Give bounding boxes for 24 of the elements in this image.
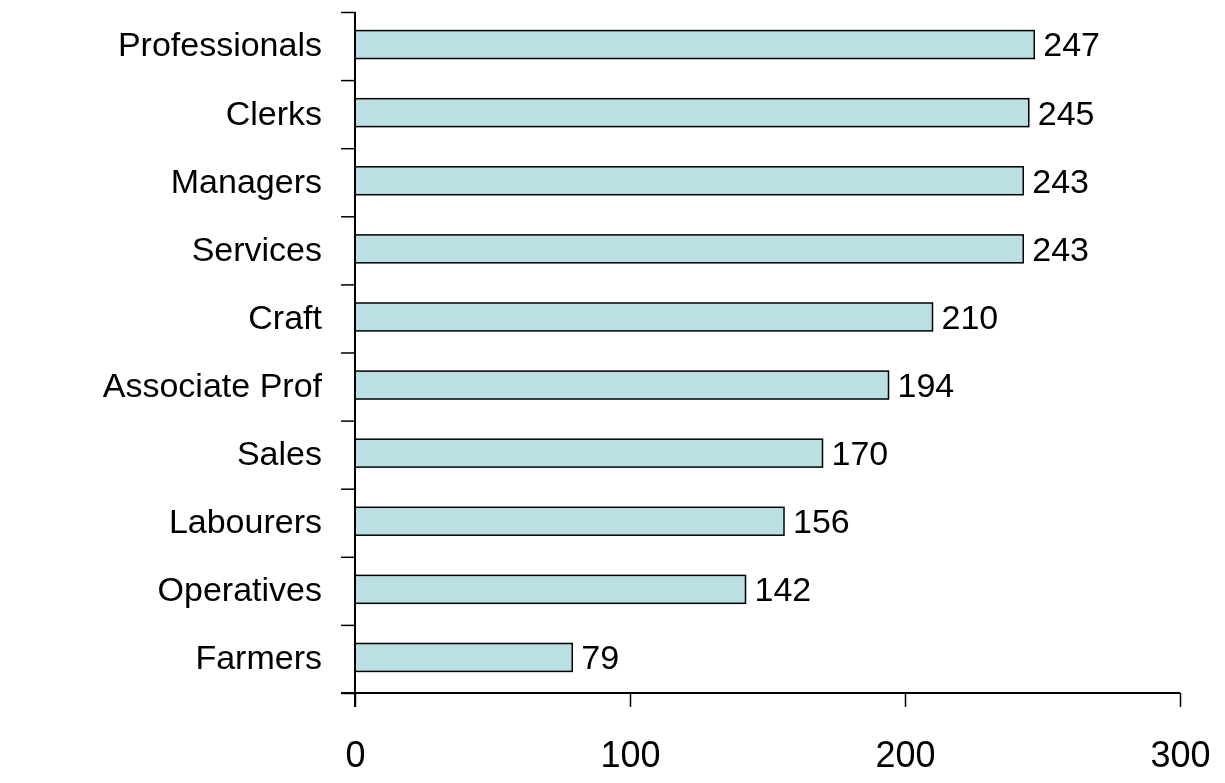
data-label: 170	[831, 434, 889, 473]
x-tick-label: 300	[1150, 733, 1211, 775]
data-label: 245	[1037, 93, 1095, 132]
x-tick-label: 100	[600, 733, 661, 775]
data-label: 243	[1032, 229, 1089, 268]
y-tick-label: Craft	[248, 297, 323, 336]
data-label: 79	[581, 638, 620, 677]
data-label: 156	[793, 502, 850, 541]
y-tick-label: Operatives	[157, 570, 322, 609]
y-tick-label: Labourers	[168, 502, 322, 541]
data-label: 194	[897, 365, 955, 404]
y-tick-label: Services	[191, 229, 322, 268]
x-tick-label: 0	[345, 733, 366, 775]
y-tick-label: Farmers	[195, 638, 322, 677]
y-tick-label: Associate Prof	[102, 365, 323, 404]
data-label: 142	[754, 570, 812, 609]
data-label: 243	[1032, 161, 1089, 200]
data-label: 247	[1043, 25, 1100, 64]
y-tick-label: Professionals	[117, 25, 322, 64]
data-label: 210	[941, 297, 999, 336]
x-tick-label: 200	[875, 733, 936, 775]
y-tick-label: Managers	[170, 161, 322, 200]
y-tick-label: Sales	[236, 434, 322, 473]
y-tick-label: Clerks	[225, 93, 322, 132]
